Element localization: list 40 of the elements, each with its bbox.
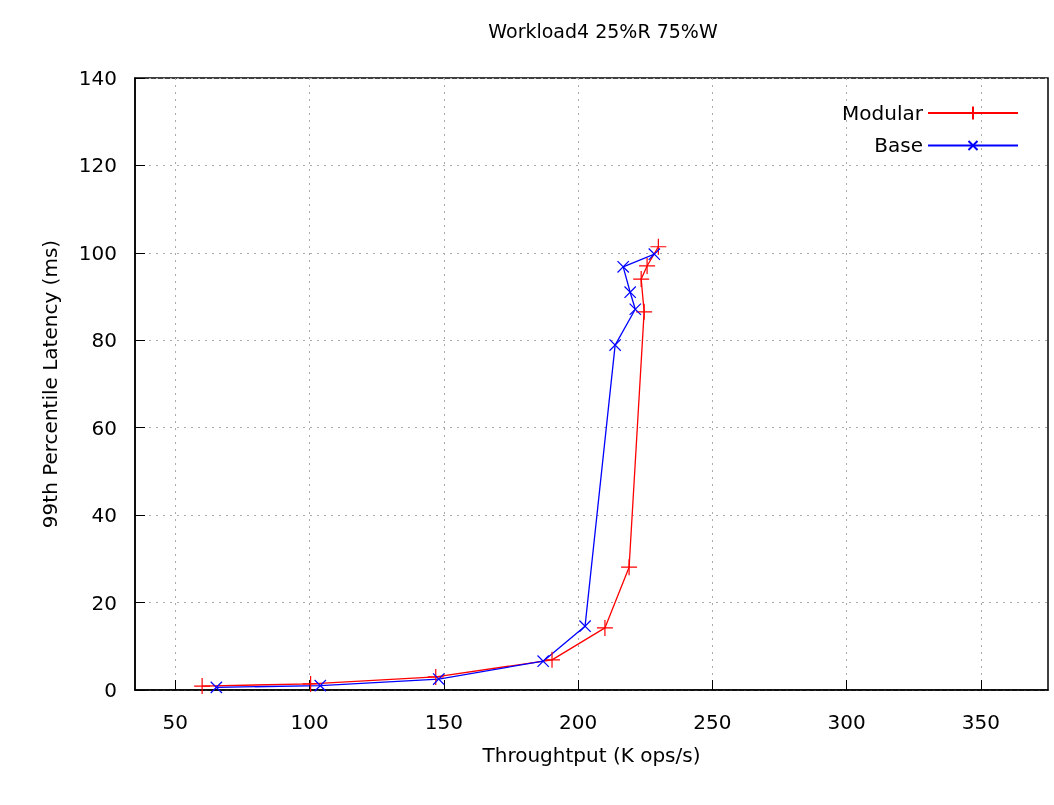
x-tick-label: 50 (162, 710, 189, 734)
y-tick-label: 60 (91, 415, 117, 440)
y-axis-title: 99th Percentile Latency (ms) (38, 239, 62, 529)
point (536, 654, 550, 668)
point (210, 681, 223, 694)
point (635, 303, 653, 321)
x-tick-label: 350 (961, 710, 1000, 734)
point (427, 668, 445, 686)
point (649, 238, 667, 256)
point (314, 679, 327, 692)
point (193, 677, 211, 695)
point (638, 257, 656, 275)
legend-label: Modular (842, 101, 924, 125)
legend-label: Base (874, 133, 923, 158)
y-tick-label: 20 (91, 590, 117, 615)
point (629, 302, 642, 316)
x-tick-label: 300 (827, 710, 866, 734)
y-tick-label: 40 (91, 503, 117, 528)
x-tick-label: 150 (424, 710, 463, 734)
point (432, 672, 445, 686)
y-tick-label: 100 (78, 240, 117, 265)
point (648, 247, 661, 261)
point (543, 651, 561, 669)
point (616, 260, 630, 274)
x-tick-label: 100 (290, 710, 329, 734)
point (623, 285, 637, 299)
point (596, 619, 614, 637)
x-axis-title: Throughtput (K ops/s) (481, 743, 701, 767)
point (620, 558, 638, 576)
point (578, 619, 592, 633)
point (302, 675, 320, 693)
point (608, 338, 622, 352)
y-tick-label: 80 (91, 328, 117, 353)
point (632, 270, 650, 288)
chart-title: Workload4 25%R 75%W (488, 19, 718, 42)
y-tick-label: 0 (104, 678, 117, 702)
y-tick-label: 120 (78, 153, 117, 178)
y-tick-label: 140 (78, 66, 117, 90)
x-tick-label: 200 (558, 710, 598, 734)
x-tick-label: 250 (693, 710, 732, 734)
